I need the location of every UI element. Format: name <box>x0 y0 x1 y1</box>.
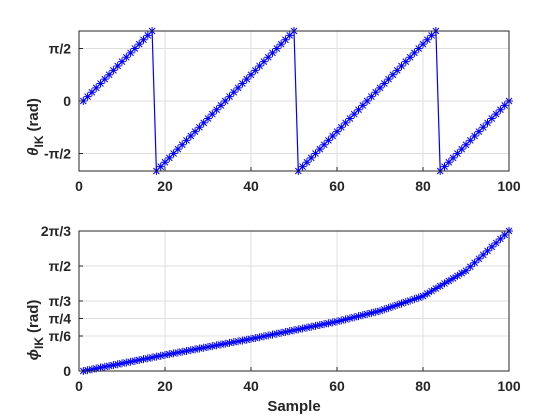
top-y-tick-label: 0 <box>63 93 71 109</box>
bottom-point-51 <box>298 324 307 333</box>
bottom-point-25 <box>186 346 195 355</box>
top-point-73 <box>393 66 402 75</box>
bottom-point-74 <box>397 299 406 308</box>
top-y-axis-label: θIK (rad) <box>25 98 46 156</box>
bottom-point-83 <box>436 281 445 290</box>
bottom-point-87 <box>453 271 462 280</box>
bottom-point-50 <box>294 325 303 334</box>
bottom-x-tick-label: 100 <box>497 378 521 394</box>
top-point-40 <box>251 66 260 75</box>
bottom-point-19 <box>161 350 169 359</box>
top-point-89 <box>462 140 470 149</box>
bottom-point-80 <box>423 289 432 298</box>
top-point-95 <box>487 114 496 123</box>
bottom-point-88 <box>457 269 466 278</box>
bottom-point-79 <box>419 292 427 301</box>
top-x-tick-label: 100 <box>497 178 521 194</box>
bottom-y-tick-label: π/6 <box>49 328 72 344</box>
bottom-point-86 <box>449 274 458 283</box>
top-y-axis-symbol: θ <box>25 147 42 156</box>
bottom-point-81 <box>427 287 436 296</box>
top-y-tick-label: π/2 <box>49 41 72 57</box>
bottom-point-76 <box>406 296 415 305</box>
top-point-80 <box>423 35 432 44</box>
top-point-43 <box>264 53 273 62</box>
bottom-tick-labels: 0 20 40 60 80 100 0 π/6π/4 π/3 π/2 2π/3 <box>41 223 521 394</box>
bottom-y-tick-label: 0 <box>63 363 71 379</box>
bottom-y-axis-unit: (rad) <box>25 300 42 333</box>
bottom-x-tick-label: 0 <box>75 378 83 394</box>
bottom-point-98 <box>500 230 509 239</box>
top-y-axis-unit: (rad) <box>25 98 42 131</box>
bottom-point-41 <box>255 333 264 342</box>
top-y-axis-subscript: IK <box>32 135 46 147</box>
bottom-data-series <box>79 227 513 375</box>
bottom-y-axis-symbol: ϕ <box>25 349 42 360</box>
top-point-26 <box>191 127 200 136</box>
top-point-75 <box>401 57 410 66</box>
top-point-81 <box>427 31 436 40</box>
bottom-point-59 <box>333 317 341 326</box>
bottom-x-tick-label: 60 <box>329 378 345 394</box>
top-subplot: 0 20 40 60 80 100-π/20π/2 θIK(rad) <box>25 27 521 194</box>
bottom-y-tick-label: 2π/3 <box>41 223 71 239</box>
bottom-point-39 <box>247 334 255 343</box>
top-point-63 <box>350 110 359 119</box>
top-x-tick-label: 80 <box>415 178 431 194</box>
bottom-point-85 <box>444 276 453 285</box>
bottom-y-axis-subscript: IK <box>32 337 46 349</box>
top-series-line <box>82 29 510 173</box>
bottom-subplot: 0 20 40 60 80 100 0 π/6π/4 π/3 π/2 2π/3 ϕIK (rad) S… <box>25 223 521 415</box>
top-x-tick-label: 60 <box>329 178 345 194</box>
top-x-tick-label: 40 <box>243 178 259 194</box>
top-x-tick-label: 0 <box>75 178 83 194</box>
bottom-point-67 <box>367 308 376 317</box>
top-point-8 <box>113 62 122 70</box>
top-point-78 <box>414 44 423 53</box>
bottom-x-tick-label: 80 <box>415 378 431 394</box>
bottom-point-84 <box>440 279 449 288</box>
top-data-series <box>79 27 513 175</box>
top-tick-labels: 0 20 40 60 80 100-π/20π/2 <box>44 41 521 195</box>
bottom-point-29 <box>204 342 212 351</box>
top-point-44 <box>268 48 277 57</box>
bottom-x-tick-label: 20 <box>157 378 173 394</box>
top-point-48 <box>285 31 294 40</box>
bottom-point-66 <box>363 310 372 319</box>
top-x-tick-label: 20 <box>157 178 173 194</box>
top-point-90 <box>466 136 475 145</box>
bottom-y-tick-label: π/2 <box>49 258 72 274</box>
bottom-y-tick-label: π/3 <box>49 293 72 309</box>
bottom-y-tick-label: π/4 <box>49 311 72 327</box>
bottom-point-21 <box>169 349 178 358</box>
bottom-point-71 <box>384 303 393 312</box>
bottom-x-axis-label: Sample <box>267 398 320 415</box>
bottom-point-28 <box>199 343 208 352</box>
bottom-y-axis-label: ϕIK (rad) <box>25 300 46 361</box>
top-y-tick-label: -π/2 <box>44 146 71 162</box>
bottom-point-48 <box>285 327 294 336</box>
bottom-x-tick-label: 40 <box>243 378 259 394</box>
bottom-point-82 <box>431 284 440 293</box>
